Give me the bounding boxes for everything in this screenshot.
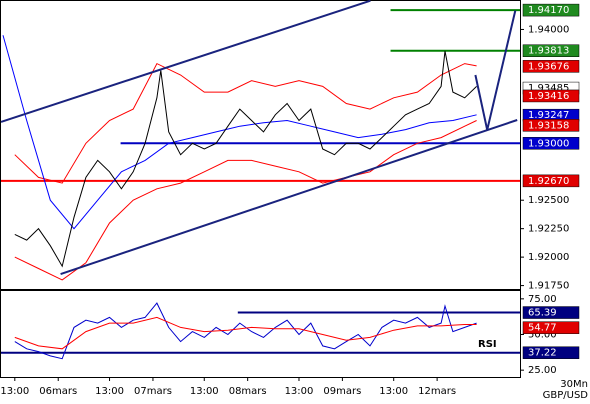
price-marker-label: 1.93158 xyxy=(528,120,569,131)
y-tick-label: 50.00 xyxy=(528,329,557,340)
x-tick-label: 07mars xyxy=(134,386,172,397)
price-marker xyxy=(522,119,580,132)
x-tick-label: 13:00 xyxy=(379,386,408,397)
price-marker xyxy=(522,137,580,150)
price-marker-label: 1.93247 xyxy=(528,110,569,121)
trendline xyxy=(0,0,371,123)
price-marker xyxy=(522,346,580,359)
price-marker-label: 1.93000 xyxy=(528,138,569,149)
y-tick-label: 75.00 xyxy=(528,294,557,305)
series-line xyxy=(14,120,477,281)
y-tick-label: 1.92250 xyxy=(528,224,569,235)
price-marker xyxy=(522,89,580,103)
price-marker-label: 37.22 xyxy=(528,348,557,359)
x-tick-label: 09mars xyxy=(323,386,361,397)
x-tick-label: 12mars xyxy=(418,386,456,397)
series-line xyxy=(14,302,477,360)
x-tick-label: 13:00 xyxy=(95,386,124,397)
symbol: GBP/USD xyxy=(543,390,589,400)
price-marker-label: 1.93416 xyxy=(528,91,569,102)
price-marker-label: 1.93676 xyxy=(528,61,569,72)
y-tick-label: 1.92500 xyxy=(528,195,569,206)
series-line xyxy=(14,51,477,268)
trendline xyxy=(474,10,517,131)
timeframe: 30Mn xyxy=(560,379,588,390)
x-tick-label: 08mars xyxy=(229,386,267,397)
y-tick-label: 1.91750 xyxy=(528,281,569,292)
panel-label: RSI xyxy=(478,339,497,350)
price-marker xyxy=(522,60,580,73)
series-line xyxy=(14,62,477,184)
price-marker-label: 1.93813 xyxy=(528,46,569,57)
price-marker-label: 1.93485 xyxy=(528,83,569,94)
y-tick-label: 1.94000 xyxy=(528,24,569,35)
x-tick-label: 06mars xyxy=(39,386,77,397)
y-tick-label: 25.00 xyxy=(528,365,557,376)
series-line xyxy=(2,35,477,230)
price-panel-frame xyxy=(0,0,521,290)
x-tick-label: 13:00 xyxy=(190,386,219,397)
price-marker xyxy=(522,3,580,17)
trendline xyxy=(60,119,518,276)
price-marker xyxy=(522,174,580,188)
price-marker xyxy=(522,44,580,57)
price-marker-label: 65.39 xyxy=(528,308,557,319)
price-marker-label: 1.92670 xyxy=(528,176,569,187)
series-line xyxy=(14,316,477,350)
y-tick-label: 1.92000 xyxy=(528,252,569,263)
rsi-panel-frame xyxy=(0,290,521,378)
x-tick-label: 13:00 xyxy=(285,386,314,397)
price-marker-label: 1.94170 xyxy=(528,5,569,16)
price-marker xyxy=(522,321,580,334)
price-marker-label: 54.77 xyxy=(528,323,557,334)
price-marker xyxy=(522,306,580,319)
x-tick-label: 13:00 xyxy=(0,386,29,397)
